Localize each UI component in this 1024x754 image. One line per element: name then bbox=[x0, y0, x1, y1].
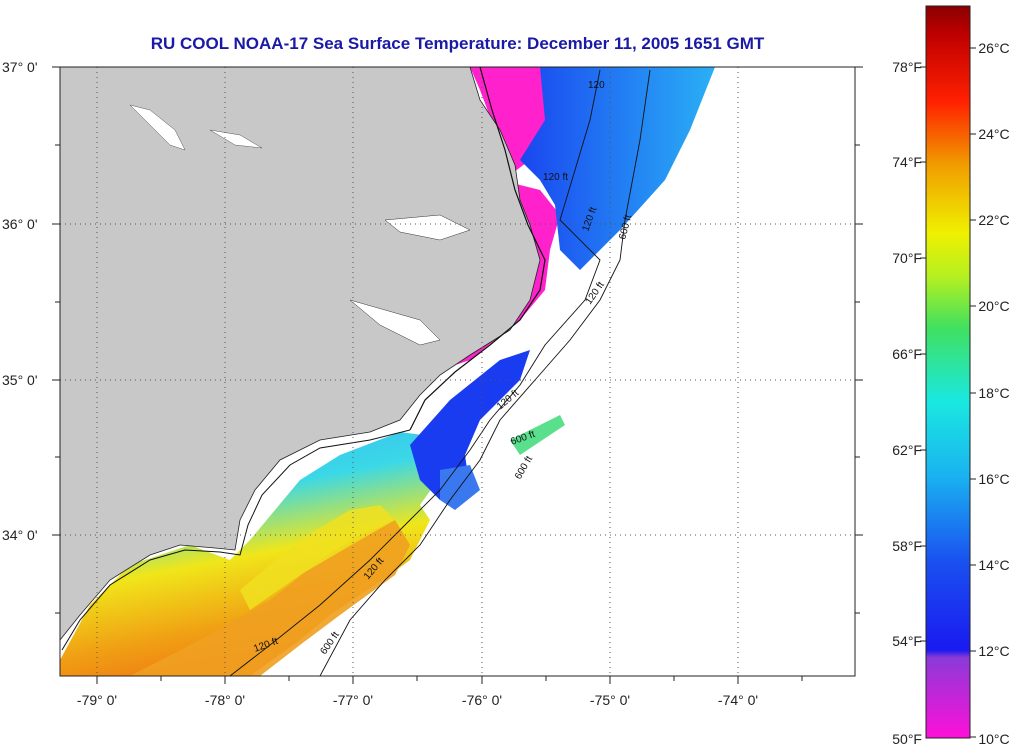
colorbar-fahrenheit-label: 58°F bbox=[892, 538, 922, 554]
colorbar-fahrenheit-label: 62°F bbox=[892, 442, 922, 458]
land-mass bbox=[60, 67, 541, 641]
lon-label: -75° 0' bbox=[589, 692, 631, 708]
colorbar-celsius-label: 10°C bbox=[978, 731, 1010, 747]
axis-ticks bbox=[52, 66, 863, 684]
lat-label: 35° 0' bbox=[2, 372, 38, 388]
inland-water bbox=[129, 104, 186, 151]
barrier-island bbox=[409, 67, 546, 431]
plot-frame bbox=[59, 66, 856, 677]
colorbar-celsius-label: 14°C bbox=[978, 557, 1010, 573]
sst-blue-patch bbox=[410, 350, 530, 500]
colorbar-celsius-label: 26°C bbox=[978, 40, 1010, 56]
colorbar-celsius-label: 22°C bbox=[978, 212, 1010, 228]
lon-label: -77° 0' bbox=[332, 692, 374, 708]
colorbar-celsius-label: 12°C bbox=[978, 643, 1010, 659]
colorbar-celsius-label: 16°C bbox=[978, 471, 1010, 487]
coastline-south bbox=[61, 429, 411, 651]
map-title: RU COOL NOAA-17 Sea Surface Temperature:… bbox=[150, 34, 765, 53]
inland-water bbox=[209, 129, 263, 149]
lon-label: -74° 0' bbox=[717, 692, 759, 708]
colorbar-celsius-label: 20°C bbox=[978, 298, 1010, 314]
isobath-label: 120 ft bbox=[543, 172, 568, 183]
isobath-120ft bbox=[229, 69, 601, 676]
lat-label: 37° 0' bbox=[2, 59, 38, 75]
lon-label: -79° 0' bbox=[76, 692, 118, 708]
sst-orange-band bbox=[130, 520, 410, 676]
colorbar-celsius-label: 18°C bbox=[978, 385, 1010, 401]
sst-yellow-band bbox=[240, 505, 395, 610]
isobath-600ft bbox=[319, 69, 651, 676]
colorbar-fahrenheit-label: 78°F bbox=[892, 59, 922, 75]
colorbar-fahrenheit-label: 54°F bbox=[892, 633, 922, 649]
inland-water bbox=[349, 299, 441, 346]
inland-water bbox=[384, 214, 471, 241]
sst-green-speckle bbox=[510, 415, 565, 455]
lon-label: -78° 0' bbox=[204, 692, 246, 708]
colorbar-fahrenheit-label: 66°F bbox=[892, 346, 922, 362]
colorbar-fahrenheit-label: 50°F bbox=[892, 731, 922, 747]
colorbar-fahrenheit-label: 70°F bbox=[892, 250, 922, 266]
sst-warm-region bbox=[60, 432, 445, 676]
sst-north-blue bbox=[520, 67, 715, 270]
lat-label: 34° 0' bbox=[2, 527, 38, 543]
isobath-label: 120 bbox=[588, 80, 605, 91]
lon-label: -76° 0' bbox=[461, 692, 503, 708]
colorbar-celsius-label: 24°C bbox=[978, 126, 1010, 142]
lat-label: 36° 0' bbox=[2, 216, 38, 232]
colorbar-fahrenheit-label: 74°F bbox=[892, 154, 922, 170]
